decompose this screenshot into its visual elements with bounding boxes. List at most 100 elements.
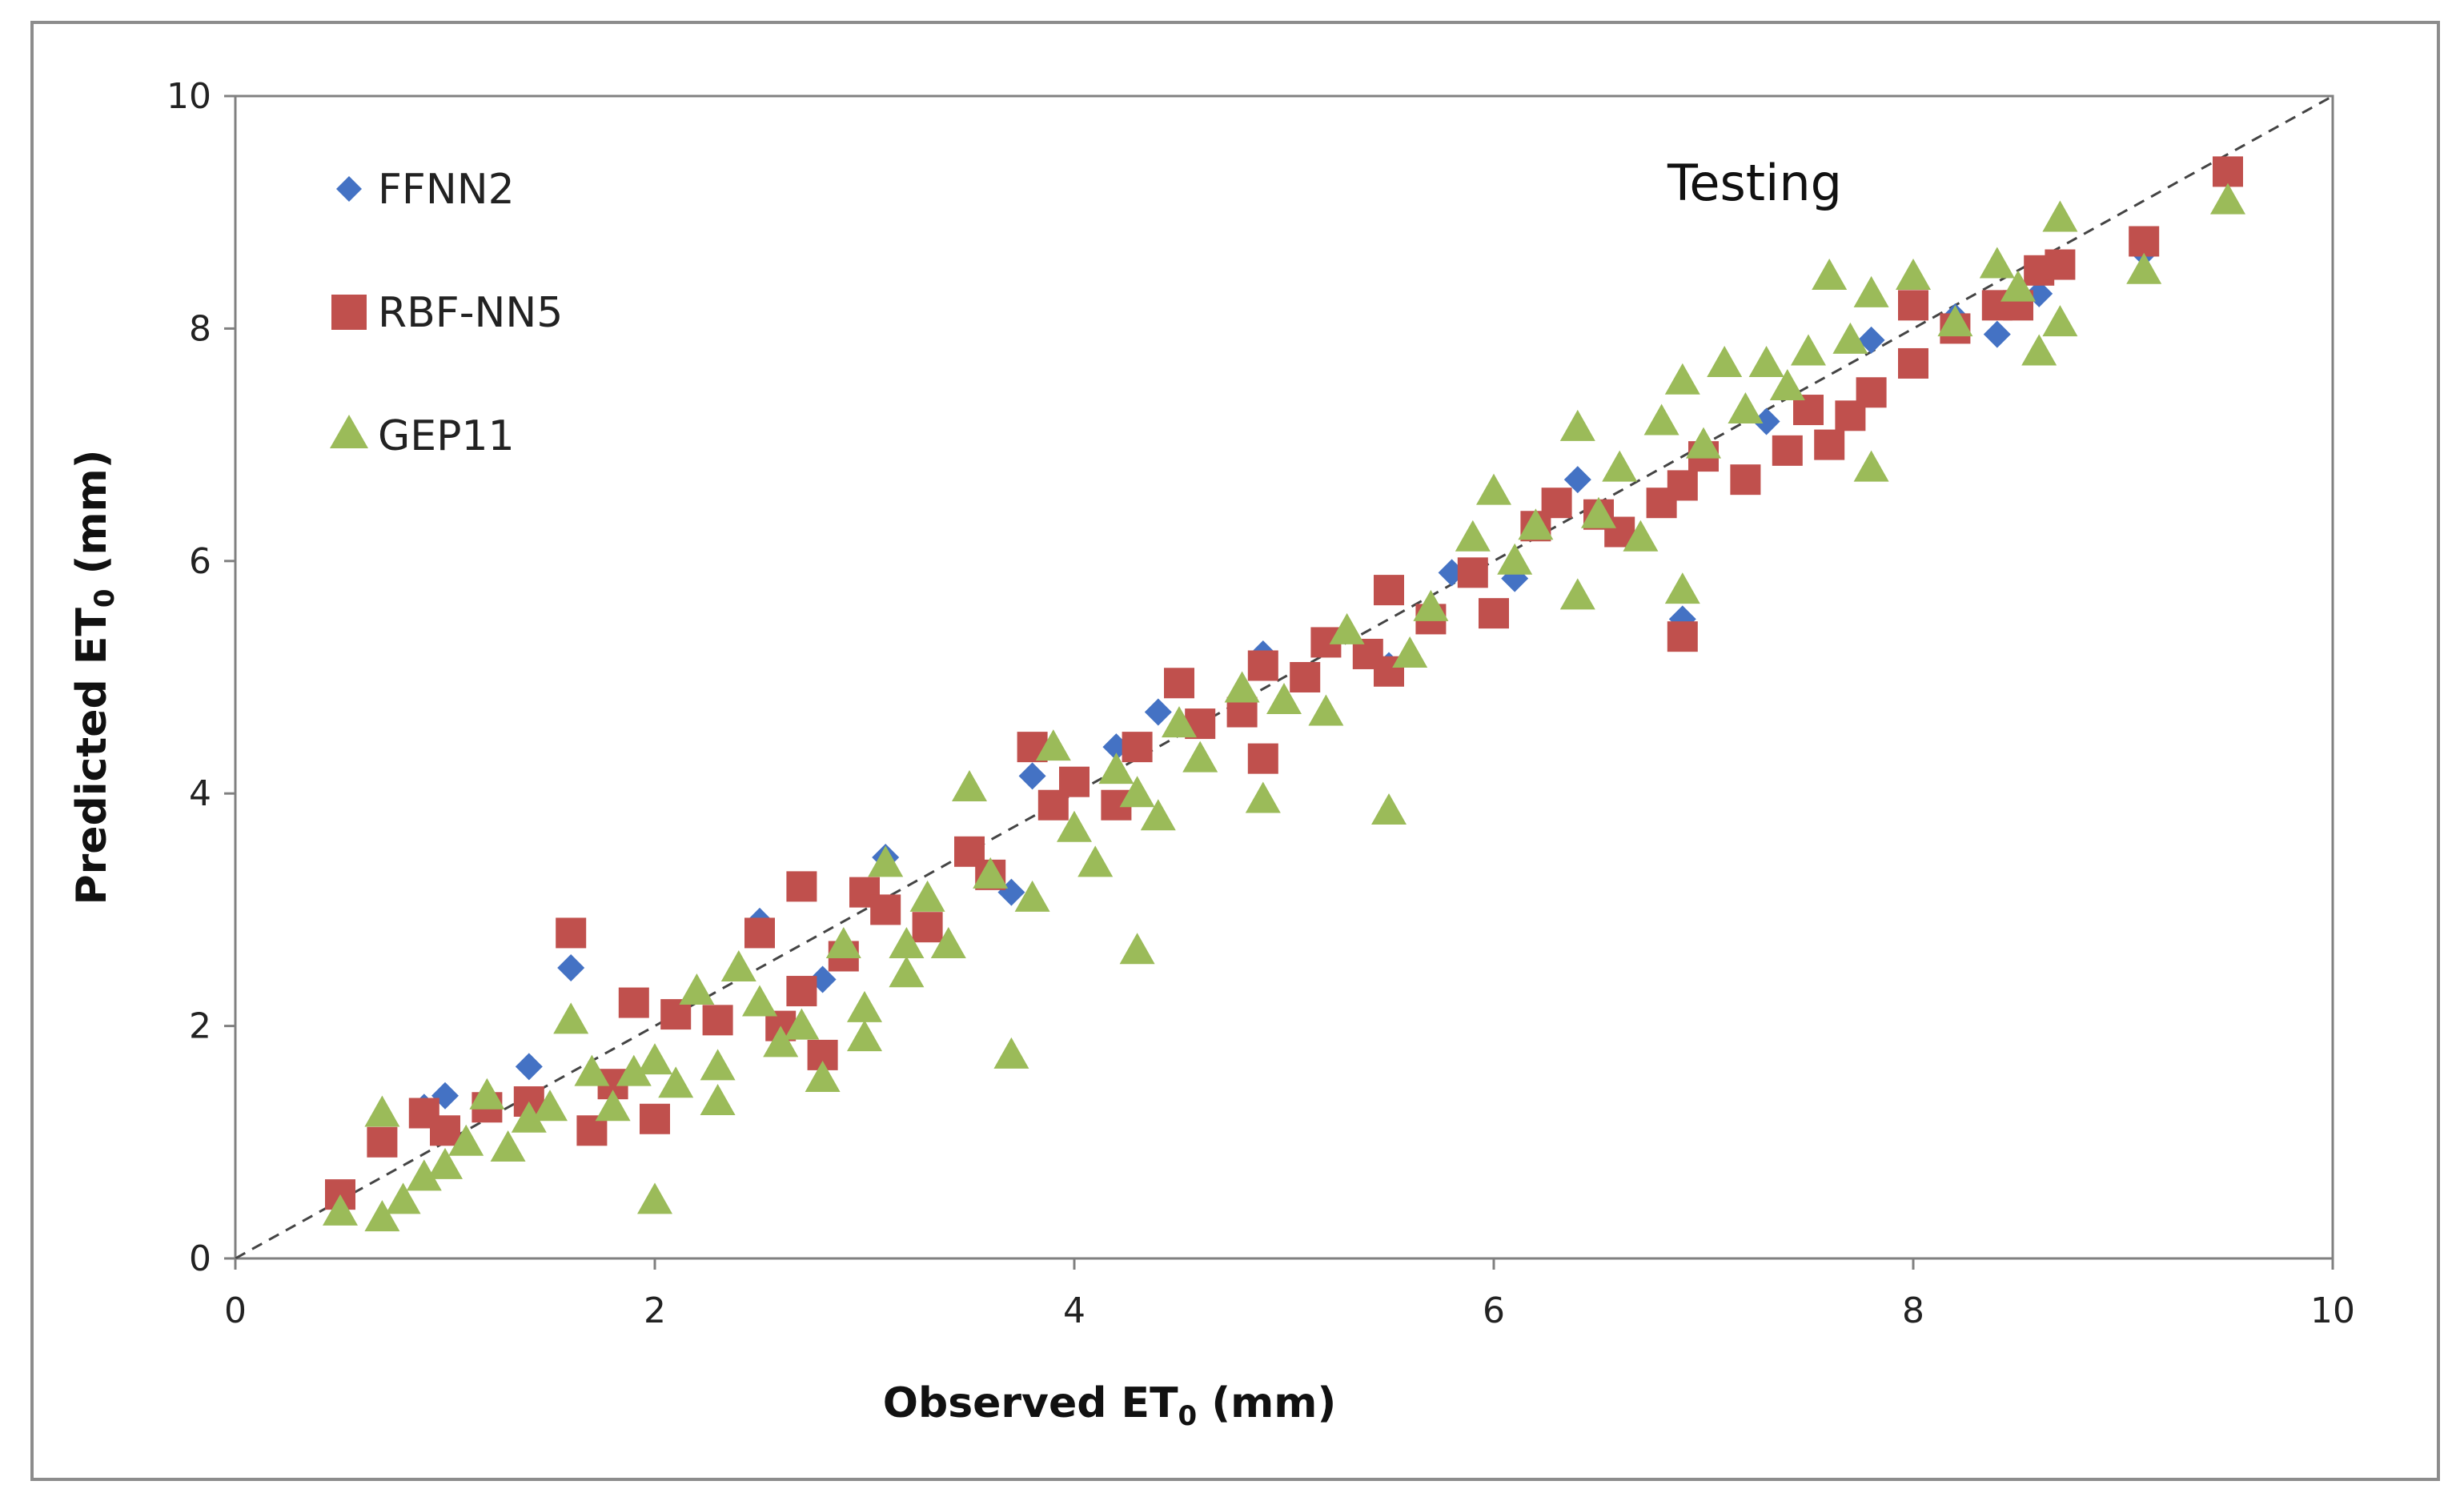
point-gep11 bbox=[868, 845, 904, 877]
point-rbf-nn5 bbox=[1772, 435, 1803, 466]
point-rbf-nn5 bbox=[1898, 290, 1928, 321]
x-tick-label: 4 bbox=[1063, 1290, 1086, 1331]
point-gep11 bbox=[952, 769, 987, 801]
point-gep11 bbox=[700, 1083, 736, 1115]
point-gep11 bbox=[637, 1182, 672, 1214]
point-ffnn2 bbox=[1563, 466, 1591, 494]
x-tick-label: 2 bbox=[644, 1290, 666, 1331]
y-tick-label: 8 bbox=[189, 308, 211, 349]
point-rbf-nn5 bbox=[1247, 743, 1278, 774]
point-gep11 bbox=[847, 1020, 882, 1052]
point-gep11 bbox=[1559, 409, 1595, 441]
point-gep11 bbox=[1057, 810, 1092, 842]
point-ffnn2 bbox=[515, 1053, 543, 1081]
data-points bbox=[323, 156, 2245, 1232]
point-gep11 bbox=[1476, 473, 1511, 505]
point-gep11 bbox=[700, 1049, 736, 1081]
point-rbf-nn5 bbox=[1059, 766, 1090, 797]
chart-frame: 0 2 4 6 8 10 0 2 4 6 8 10 Observed ET0 (mm) Predic… bbox=[30, 21, 2440, 1481]
series-rbf-nn5 bbox=[325, 156, 2243, 1210]
point-gep11 bbox=[1979, 247, 2015, 279]
point-gep11 bbox=[553, 1002, 589, 1034]
point-gep11 bbox=[1518, 508, 1554, 540]
point-gep11 bbox=[1140, 799, 1176, 831]
point-gep11 bbox=[889, 956, 925, 988]
point-gep11 bbox=[637, 1043, 672, 1075]
y-tick-label: 2 bbox=[189, 1006, 211, 1047]
point-gep11 bbox=[427, 1147, 463, 1179]
point-gep11 bbox=[784, 1008, 820, 1040]
y-tick-label: 6 bbox=[189, 541, 211, 582]
point-gep11 bbox=[511, 1101, 547, 1133]
point-gep11 bbox=[2126, 252, 2162, 284]
point-gep11 bbox=[1162, 706, 1197, 738]
y-tick-label: 0 bbox=[189, 1238, 211, 1279]
legend-triangle-icon bbox=[330, 415, 368, 448]
point-gep11 bbox=[1266, 683, 1302, 715]
point-gep11 bbox=[1329, 612, 1365, 644]
point-rbf-nn5 bbox=[2129, 226, 2160, 257]
point-gep11 bbox=[825, 926, 861, 958]
legend-item-rbf-nn5: RBF-NN5 bbox=[331, 289, 563, 337]
point-rbf-nn5 bbox=[618, 987, 649, 1018]
point-rbf-nn5 bbox=[2045, 249, 2076, 280]
legend-item-ffnn2: FFNN2 bbox=[336, 166, 515, 214]
point-gep11 bbox=[1413, 589, 1449, 621]
point-rbf-nn5 bbox=[786, 871, 817, 902]
point-gep11 bbox=[1853, 450, 1889, 482]
point-gep11 bbox=[469, 1078, 505, 1110]
point-rbf-nn5 bbox=[744, 917, 775, 949]
point-gep11 bbox=[1853, 275, 1889, 307]
y-axis-title-main: Predicted ET bbox=[68, 608, 116, 905]
point-rbf-nn5 bbox=[1290, 662, 1321, 692]
legend-item-gep11: GEP11 bbox=[330, 412, 515, 460]
point-rbf-nn5 bbox=[1667, 621, 1698, 652]
point-gep11 bbox=[1119, 933, 1155, 965]
point-gep11 bbox=[889, 926, 925, 958]
point-gep11 bbox=[1559, 578, 1595, 610]
point-gep11 bbox=[574, 1054, 610, 1086]
point-gep11 bbox=[406, 1159, 442, 1191]
point-gep11 bbox=[532, 1090, 568, 1122]
point-gep11 bbox=[847, 990, 882, 1022]
x-axis-ticks: 0 2 4 6 8 10 bbox=[224, 1258, 2355, 1331]
point-gep11 bbox=[1497, 543, 1533, 575]
point-gep11 bbox=[364, 1095, 400, 1127]
point-gep11 bbox=[2000, 270, 2036, 302]
legend: FFNN2 RBF-NN5 GEP11 bbox=[330, 166, 563, 460]
point-gep11 bbox=[1224, 671, 1260, 703]
point-gep11 bbox=[1182, 740, 1218, 773]
point-gep11 bbox=[973, 857, 1009, 889]
point-ffnn2 bbox=[1752, 407, 1780, 435]
point-gep11 bbox=[1119, 776, 1155, 808]
point-gep11 bbox=[1707, 345, 1743, 377]
legend-label-ffnn2: FFNN2 bbox=[378, 166, 515, 214]
point-rbf-nn5 bbox=[912, 912, 943, 943]
legend-label-rbf-nn5: RBF-NN5 bbox=[378, 289, 563, 337]
point-ffnn2 bbox=[557, 954, 585, 981]
point-rbf-nn5 bbox=[1667, 470, 1698, 501]
point-rbf-nn5 bbox=[702, 1005, 733, 1036]
point-gep11 bbox=[323, 1194, 358, 1226]
legend-label-gep11: GEP11 bbox=[378, 412, 515, 460]
point-rbf-nn5 bbox=[1814, 429, 1845, 460]
point-gep11 bbox=[2042, 305, 2078, 337]
x-axis-title-main: Observed ET bbox=[883, 1379, 1178, 1427]
point-gep11 bbox=[1098, 752, 1134, 785]
point-rbf-nn5 bbox=[1856, 377, 1887, 408]
point-gep11 bbox=[1937, 305, 1973, 337]
point-gep11 bbox=[1748, 345, 1784, 377]
point-gep11 bbox=[1581, 496, 1616, 528]
point-gep11 bbox=[385, 1182, 421, 1214]
y-tick-label: 4 bbox=[189, 773, 211, 814]
point-gep11 bbox=[448, 1124, 484, 1156]
point-rbf-nn5 bbox=[1541, 488, 1572, 519]
point-rbf-nn5 bbox=[1374, 575, 1404, 606]
point-gep11 bbox=[1686, 427, 1721, 459]
legend-square-icon bbox=[331, 295, 367, 330]
point-rbf-nn5 bbox=[1457, 557, 1488, 588]
point-gep11 bbox=[1664, 363, 1700, 395]
x-tick-label: 0 bbox=[224, 1290, 247, 1331]
y-tick-label: 10 bbox=[167, 76, 211, 117]
point-gep11 bbox=[1371, 793, 1407, 825]
